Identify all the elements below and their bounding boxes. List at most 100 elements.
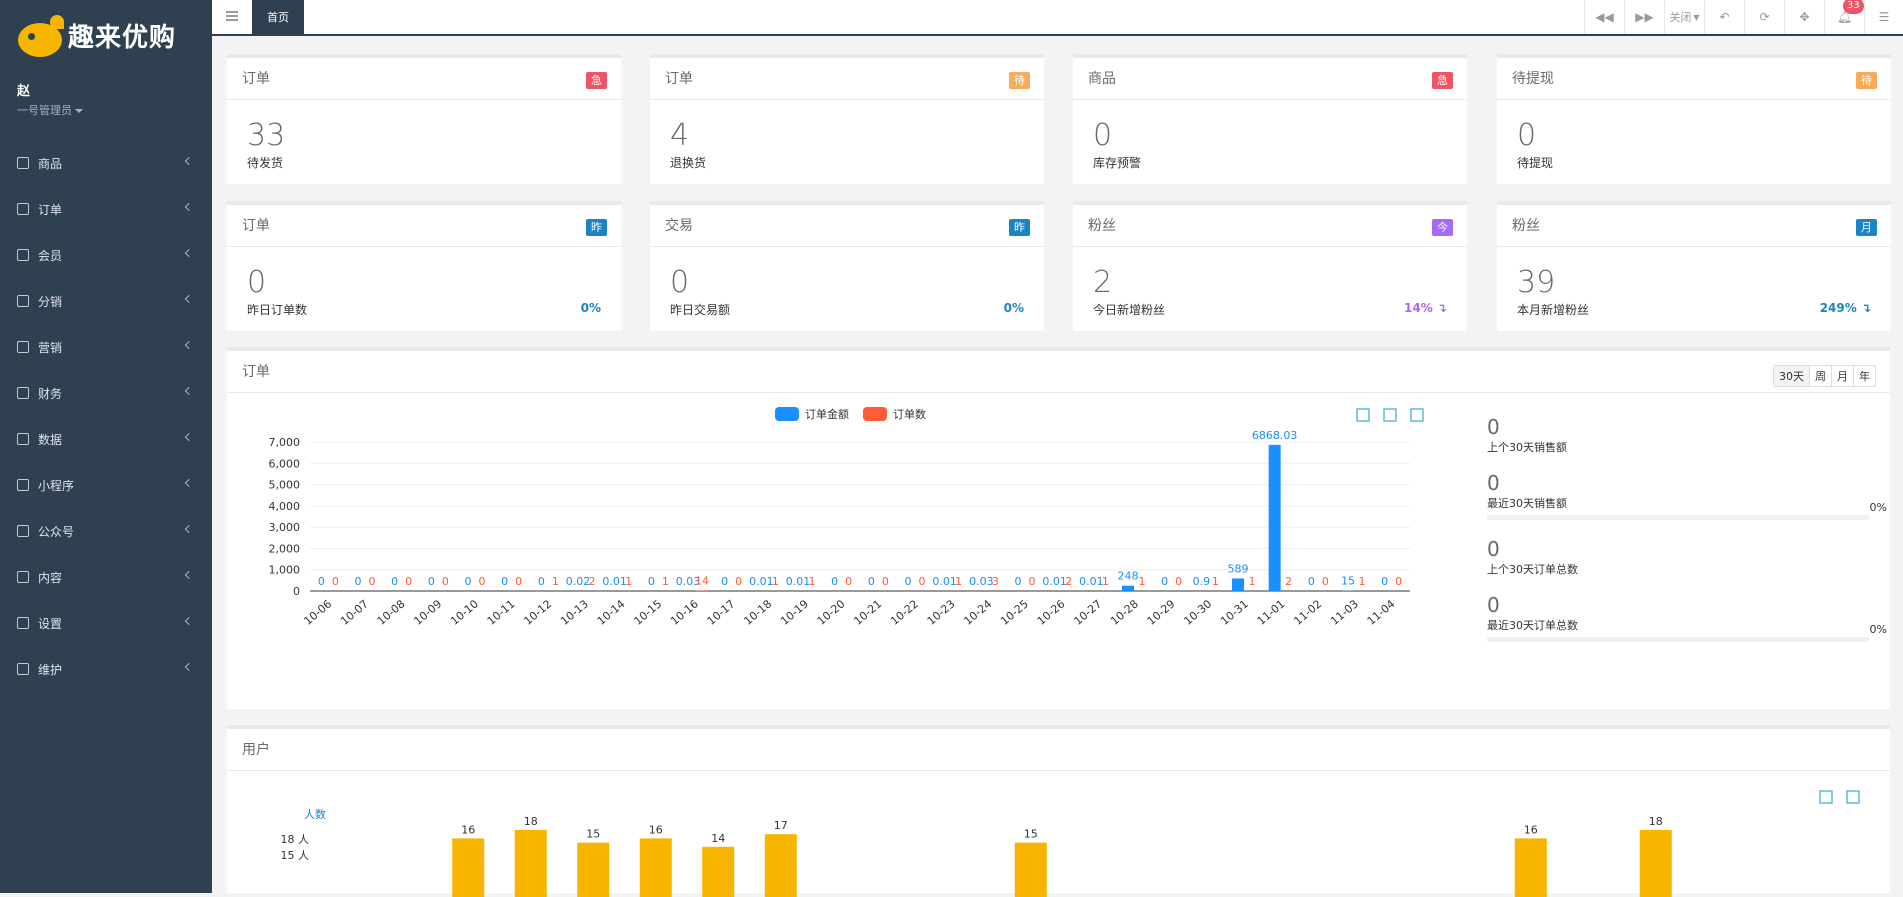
- data-label: 0: [405, 575, 412, 588]
- sidebar-item-label: 设置: [38, 615, 62, 632]
- x-tick-label: 10-16: [668, 597, 701, 628]
- chevron-left-icon: [185, 387, 193, 395]
- scroll-right-button[interactable]: ▶▶: [1624, 0, 1664, 34]
- period-option[interactable]: 30天: [1774, 366, 1809, 386]
- menu-toggle-icon[interactable]: [226, 11, 238, 21]
- card-header: 待提现待: [1497, 58, 1891, 100]
- sidebar-item-3[interactable]: 分销: [0, 278, 212, 324]
- order-panel-title: 订单: [242, 364, 270, 380]
- sidebar-item-label: 财务: [38, 385, 62, 402]
- line-chart-icon[interactable]: [1384, 409, 1396, 421]
- sidebar-item-1[interactable]: 订单: [0, 186, 212, 232]
- sidebar-item-11[interactable]: 维护: [0, 646, 212, 692]
- sidebar-item-9[interactable]: 内容: [0, 554, 212, 600]
- chevron-left-icon: [185, 295, 193, 303]
- card-title: 粉丝: [1088, 218, 1116, 234]
- y-tick-label: 3,000: [269, 521, 301, 534]
- sidebar-item-4[interactable]: 营销: [0, 324, 212, 370]
- chevron-left-icon: [185, 249, 193, 257]
- period-option[interactable]: 周: [1809, 366, 1831, 386]
- sidebar-item-7[interactable]: 小程序: [0, 462, 212, 508]
- tab-home[interactable]: 首页: [252, 0, 304, 34]
- sidebar-item-label: 会员: [38, 247, 62, 264]
- user-profile[interactable]: 赵 一号管理员: [17, 80, 83, 118]
- fullscreen-button[interactable]: ✥: [1784, 0, 1824, 34]
- bar-users: [515, 830, 547, 897]
- card-title: 商品: [1088, 71, 1116, 87]
- card-label: 昨日交易额: [670, 301, 730, 318]
- stat-value: 0: [1487, 415, 1887, 439]
- card-label: 今日新增粉丝: [1093, 301, 1165, 318]
- data-label: 2: [1065, 575, 1072, 588]
- close-tabs-dropdown[interactable]: 关闭▼: [1664, 0, 1704, 34]
- card-header: 订单昨: [227, 205, 621, 247]
- card-title: 订单: [242, 71, 270, 87]
- card-percent: 14% ↴: [1404, 301, 1447, 315]
- chevron-left-icon: [185, 479, 193, 487]
- bar-users: [702, 847, 734, 897]
- user-role[interactable]: 一号管理员: [17, 102, 83, 118]
- bar-users: [1515, 838, 1547, 897]
- period-option[interactable]: 年: [1853, 366, 1875, 386]
- chevron-left-icon: [185, 571, 193, 579]
- order-chart: 01,0002,0003,0004,0005,0006,0007,000订单金额…: [227, 397, 1437, 697]
- sidebar-item-label: 公众号: [38, 523, 74, 540]
- bar-chart-icon[interactable]: [1411, 409, 1423, 421]
- card-badge: 昨: [586, 219, 607, 236]
- data-label: 0: [868, 575, 875, 588]
- sidebar-item-10[interactable]: 设置: [0, 600, 212, 646]
- bar-chart-icon[interactable]: [1847, 791, 1859, 803]
- y-tick-label: 7,000: [269, 436, 301, 449]
- data-label: 16: [649, 823, 663, 836]
- data-label: 0: [1322, 575, 1329, 588]
- x-tick-label: 10-12: [521, 597, 554, 628]
- scroll-left-button[interactable]: ◀◀: [1584, 0, 1624, 34]
- stat-label: 最近30天订单总数: [1487, 617, 1887, 633]
- stat-progress: [1487, 637, 1869, 642]
- data-label: 0: [479, 575, 486, 588]
- refresh-icon: ⟳: [1759, 10, 1769, 24]
- period-option[interactable]: 月: [1831, 366, 1853, 386]
- stat-progress: [1487, 515, 1869, 520]
- data-label: 3: [992, 575, 999, 588]
- brand-logo[interactable]: 趣来优购: [16, 14, 176, 56]
- chevron-left-icon: [185, 617, 193, 625]
- x-tick-label: 10-21: [851, 597, 884, 628]
- laptop-icon: [17, 157, 29, 169]
- data-label: 6868.03: [1252, 429, 1298, 442]
- sidebar-item-8[interactable]: 公众号: [0, 508, 212, 554]
- data-label: 0: [735, 575, 742, 588]
- line-chart-icon[interactable]: [1820, 791, 1832, 803]
- bar-order-amount: [1122, 586, 1134, 591]
- settings-button[interactable]: ☰: [1864, 0, 1903, 34]
- data-label: 15: [1341, 575, 1355, 588]
- back-button[interactable]: ↶: [1704, 0, 1744, 34]
- card-title: 粉丝: [1512, 218, 1540, 234]
- notifications-button[interactable]: 🔔︎33: [1824, 0, 1864, 34]
- refresh-button[interactable]: ⟳: [1744, 0, 1784, 34]
- data-label: 589: [1228, 562, 1249, 575]
- card-label: 本月新增粉丝: [1517, 301, 1589, 318]
- sidebar-item-0[interactable]: 商品: [0, 140, 212, 186]
- sidebar-item-2[interactable]: 会员: [0, 232, 212, 278]
- user-icon: [17, 249, 29, 261]
- data-label: 0: [501, 575, 508, 588]
- sidebar-item-label: 小程序: [38, 477, 74, 494]
- line-chart-icon: [17, 433, 29, 445]
- sidebar-item-label: 数据: [38, 431, 62, 448]
- x-tick-label: 10-17: [705, 597, 738, 628]
- bar-users: [1015, 843, 1047, 897]
- data-label: 0: [1308, 575, 1315, 588]
- stat-label: 上个30天订单总数: [1487, 561, 1887, 577]
- sidebar-item-5[interactable]: 财务: [0, 370, 212, 416]
- x-tick-label: 10-06: [301, 597, 334, 628]
- backward-icon: ◀◀: [1595, 10, 1613, 24]
- chevron-left-icon: [185, 157, 193, 165]
- data-view-icon[interactable]: [1357, 409, 1369, 421]
- gear-icon: [17, 617, 29, 629]
- card-value: 39: [1517, 265, 1555, 300]
- sidebar-item-6[interactable]: 数据: [0, 416, 212, 462]
